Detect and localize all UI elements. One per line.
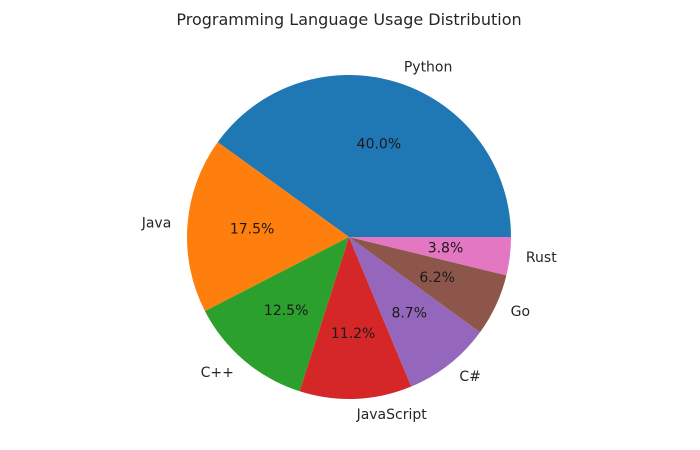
pie-category-label: Python (404, 59, 453, 75)
pie-percent-label: 12.5% (264, 303, 308, 319)
pie-wedge-go (349, 237, 507, 333)
chart-title: Programming Language Usage Distribution (176, 10, 521, 29)
pie-labels: 40.0% Python 17.5% Java 12.5% C++ 11.2% JavaScr… (141, 59, 557, 423)
pie-wedge-python (217, 75, 511, 237)
pie-category-label: C# (459, 369, 481, 385)
pie-percent-label: 40.0% (357, 137, 401, 153)
pie-wedge-javascript (299, 237, 412, 399)
pie-percent-label: 11.2% (331, 326, 375, 342)
pie-wedge-c- (204, 237, 349, 392)
pie-wedge-rust (349, 237, 511, 276)
pie-wedge-java (187, 142, 349, 312)
pie-category-label: C++ (201, 365, 234, 381)
pie-percent-label: 8.7% (391, 305, 427, 321)
pie-category-label: Rust (526, 250, 557, 266)
pie-percent-label: 3.8% (428, 241, 464, 257)
pie-wedges (187, 75, 511, 399)
pie-category-label: Java (141, 216, 172, 232)
pie-category-label: Go (511, 304, 530, 320)
pie-percent-label: 6.2% (419, 270, 455, 286)
pie-percent-label: 17.5% (230, 222, 274, 238)
pie-category-label: JavaScript (356, 407, 428, 423)
pie-wedge-c- (349, 237, 481, 387)
